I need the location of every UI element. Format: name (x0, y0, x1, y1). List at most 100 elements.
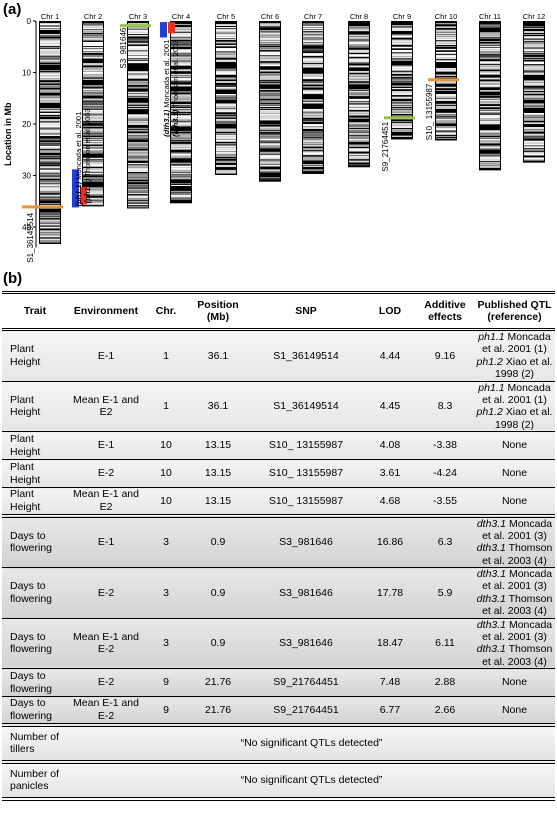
snp-density-band (216, 147, 236, 149)
snp-density-band (436, 26, 456, 28)
snp-density-band (436, 38, 456, 40)
snp-density-band (40, 157, 60, 159)
cell-trait: Days to flowering (2, 696, 68, 725)
snp-density-band (260, 74, 280, 76)
snp-density-band (216, 106, 236, 108)
cell-chr: 1 (144, 381, 188, 432)
snp-density-band (216, 59, 236, 61)
snp-density-band (480, 139, 500, 141)
snp-density-band (83, 178, 103, 180)
snp-density-band (128, 62, 148, 64)
snp-density-band (128, 48, 148, 50)
snp-density-band (216, 68, 236, 70)
snp-density-band (349, 76, 369, 78)
snp-density-band (40, 187, 60, 189)
cell-position: 0.9 (188, 618, 248, 669)
snp-density-band (524, 89, 544, 91)
snp-density-band (171, 125, 191, 126)
snp-density-band (171, 145, 191, 147)
snp-density-band (128, 186, 148, 188)
cell-trait: Days to flowering (2, 618, 68, 669)
snp-density-band (260, 70, 280, 72)
cell-position: 36.1 (188, 381, 248, 432)
snp-density-band (171, 116, 191, 118)
snp-density-band (83, 104, 103, 106)
snp-density-band (303, 62, 323, 64)
snp-density-band (216, 36, 236, 37)
snp-density-band (303, 40, 323, 42)
snp-density-band (480, 45, 500, 47)
snp-density-band (171, 35, 191, 37)
snp-density-band (40, 178, 60, 179)
snp-density-band (349, 129, 369, 130)
snp-density-band (171, 144, 191, 145)
snp-density-band (260, 92, 280, 93)
snp-density-band (171, 99, 191, 100)
snp-density-band (392, 79, 412, 80)
qtl-gene-name: dth3.1 (476, 568, 507, 580)
snp-density-band (40, 188, 60, 190)
snp-density-band (40, 155, 60, 156)
snp-density-band (83, 169, 103, 171)
snp-density-band (436, 114, 456, 116)
snp-density-band (303, 116, 323, 117)
snp-density-band (260, 78, 280, 80)
snp-density-band (392, 91, 412, 93)
snp-density-band (349, 37, 369, 39)
snp-density-band (216, 29, 236, 31)
snp-density-band (40, 100, 60, 102)
snp-density-band (480, 26, 500, 28)
snp-density-band (392, 126, 412, 128)
snp-density-band (260, 115, 280, 117)
snp-density-band (171, 38, 191, 40)
cell-additive: 2.88 (416, 668, 474, 697)
snp-density-band (171, 51, 191, 53)
snp-density-band (260, 102, 280, 103)
snp-density-band (171, 143, 191, 145)
snp-density-band (40, 217, 60, 218)
snp-density-band (260, 118, 280, 120)
table-row: Plant Height E-1 1 36.1 S1_36149514 4.44 9.16 p… (2, 329, 555, 381)
snp-density-band (524, 154, 544, 156)
snp-density-band (524, 123, 544, 125)
snp-density-band (40, 203, 60, 204)
cell-lod: 3.61 (364, 459, 416, 488)
snp-density-band (392, 123, 412, 125)
snp-density-band (480, 49, 500, 51)
snp-density-band (40, 46, 60, 48)
snp-density-band (128, 185, 148, 186)
snp-density-band (480, 46, 500, 48)
snp-density-band (171, 120, 191, 122)
snp-density-band (128, 133, 148, 135)
snp-density-band (436, 134, 456, 136)
snp-density-band (83, 63, 103, 65)
snp-density-band (480, 62, 500, 63)
snp-density-band (480, 77, 500, 79)
snp-density-band (260, 161, 280, 162)
snp-density-band (216, 154, 236, 156)
snp-density-band (216, 69, 236, 71)
snp-density-band (128, 181, 148, 183)
snp-density-band (349, 55, 369, 57)
snp-density-band (83, 46, 103, 48)
snp-density-band (83, 69, 103, 71)
snp-density-band (83, 86, 103, 88)
snp-density-band (480, 67, 500, 69)
snp-density-band (40, 75, 60, 77)
snp-density-band (480, 161, 500, 163)
snp-density-band (260, 142, 280, 144)
snp-density-band (83, 193, 103, 194)
snp-density-band (128, 198, 148, 199)
snp-density-band (83, 95, 103, 96)
snp-density-band (171, 70, 191, 72)
snp-density-band (524, 66, 544, 68)
snp-density-band (436, 127, 456, 129)
snp-density-band (260, 34, 280, 36)
snp-density-band (40, 198, 60, 200)
snp-density-band (40, 26, 60, 27)
snp-density-band (171, 154, 191, 156)
snp-density-band (303, 86, 323, 88)
snp-density-band (83, 149, 103, 151)
snp-density-band (40, 24, 60, 26)
snp-density-band (128, 96, 148, 98)
